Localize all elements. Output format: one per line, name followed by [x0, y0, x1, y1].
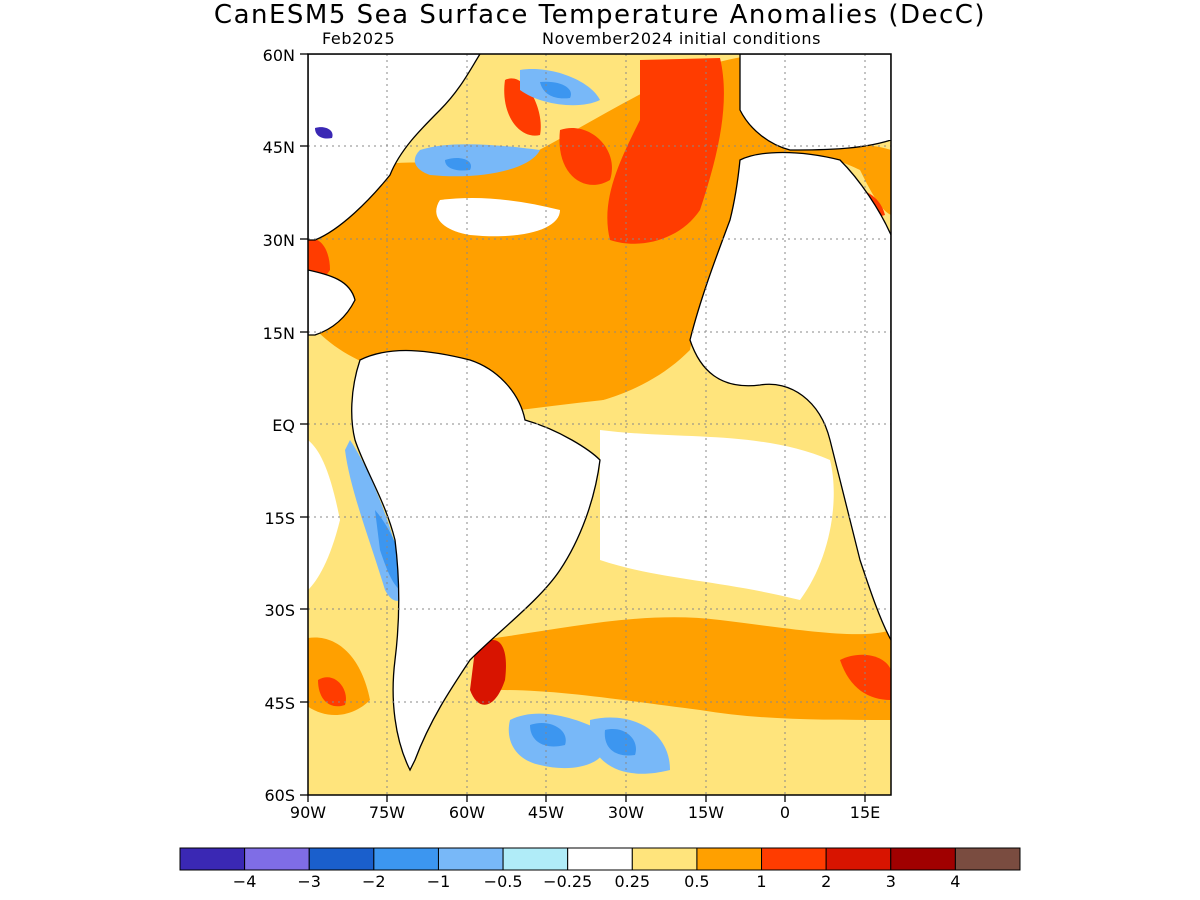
colorbar-label: 1 — [756, 872, 767, 891]
lon-label-45w: 45W — [527, 803, 565, 822]
lon-label-75w: 75W — [368, 803, 406, 822]
cold-core-south-2 — [604, 729, 636, 756]
warm-core-southeast-pacific — [318, 677, 346, 707]
south-america-land — [351, 349, 601, 772]
colorbar — [179, 847, 1021, 871]
warm-anomaly-north-atlantic — [308, 54, 891, 413]
colorbar-swatch — [308, 847, 375, 871]
graticule — [308, 54, 891, 795]
colorbar-label: −0.5 — [483, 872, 523, 891]
colorbar-label: 0.5 — [684, 872, 710, 891]
anomaly-field — [308, 54, 891, 795]
europe-land — [739, 54, 891, 151]
lat-label-45n: 45N — [262, 138, 295, 157]
colorbar-label: −2 — [362, 872, 386, 891]
colorbar-label: −0.25 — [543, 872, 593, 891]
colorbar-swatch — [761, 847, 827, 871]
lat-label-45s: 45S — [264, 694, 295, 713]
colorbar-label: −3 — [297, 872, 321, 891]
warm-patch-brazil-malvinas — [470, 640, 506, 705]
central-america-land — [308, 269, 356, 336]
warm-patch-south-africa — [840, 654, 891, 700]
colorbar-label: 4 — [950, 872, 961, 891]
forecast-month: Feb2025 — [322, 29, 396, 48]
europe-east-edge — [880, 100, 891, 140]
lon-label-60w: 60W — [448, 803, 486, 822]
colorbar-swatch — [825, 847, 892, 871]
great-lakes-cold — [315, 127, 333, 139]
lon-label-15e: 15E — [849, 803, 881, 822]
cold-core-south-1 — [530, 722, 566, 747]
cold-core-labrador-sea — [540, 81, 571, 99]
colorbar-swatch — [437, 847, 504, 871]
north-america-land — [308, 54, 481, 241]
lon-label-0: 0 — [779, 803, 791, 822]
colorbar-swatch — [502, 847, 569, 871]
cold-patch-new-england — [414, 144, 540, 177]
lon-label-90w: 90W — [289, 803, 327, 822]
lon-label-30w: 30W — [607, 803, 645, 822]
colorbar-swatch — [567, 847, 633, 871]
colorbar-label: 2 — [821, 872, 832, 891]
colorbar-label: −4 — [232, 872, 257, 891]
neutral-patch-south-atlantic — [600, 430, 834, 600]
colorbar-swatch — [890, 847, 956, 871]
warm-patch-gulf-stream — [559, 128, 612, 185]
initial-conditions-label: November2024 initial conditions — [542, 29, 822, 48]
neutral-patch-east-pacific — [308, 440, 340, 590]
lat-label-60n: 60N — [262, 46, 295, 65]
lat-label-15s: 15S — [264, 509, 295, 528]
africa-land — [689, 151, 891, 641]
lat-label-60s: 60S — [264, 786, 295, 805]
colorbar-swatch — [631, 847, 698, 871]
cold-core-new-england — [445, 158, 471, 171]
colorbar-swatch — [373, 847, 439, 871]
colorbar-swatch — [696, 847, 763, 871]
lon-label-15w: 15W — [687, 803, 725, 822]
warm-patch-labrador — [504, 78, 541, 136]
colorbar-label: 3 — [885, 872, 896, 891]
warm-patch-mid-atlantic — [607, 58, 724, 244]
colorbar-swatch — [244, 847, 310, 871]
warm-patch-mediterranean — [790, 144, 891, 215]
colorbar-swatch — [179, 847, 246, 871]
colorbar-label: 0.25 — [614, 872, 651, 891]
lat-label-eq: EQ — [272, 416, 295, 435]
neutral-patch-subtropical — [436, 198, 560, 237]
lat-label-30s: 30S — [264, 601, 295, 620]
colorbar-swatch — [954, 847, 1021, 871]
lat-label-30n: 30N — [262, 231, 295, 250]
lat-label-15n: 15N — [262, 324, 295, 343]
figure-title: CanESM5 Sea Surface Temperature Anomalie… — [213, 0, 987, 30]
axis-ticks — [300, 53, 866, 802]
warm-belt-south-atlantic — [480, 617, 891, 720]
colorbar-label: −1 — [426, 872, 451, 891]
